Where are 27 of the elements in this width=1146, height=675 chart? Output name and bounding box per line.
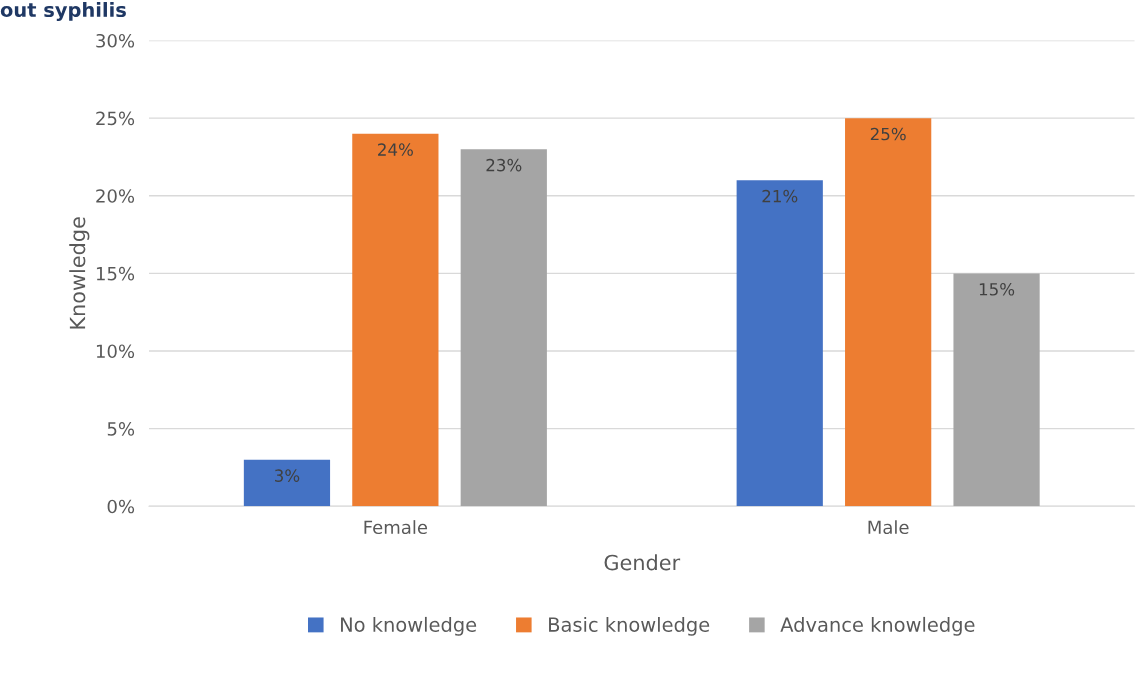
data-label: 21% [762,189,798,203]
y-tick-label: 5% [107,422,135,436]
x-axis-title: Gender [604,554,681,571]
y-tick-label: 30% [96,33,135,48]
chart-title: out syphilis [0,2,126,21]
x-tick-label: Female [364,520,428,535]
bar [736,180,823,507]
x-tick-label: Male [868,520,909,535]
data-label: 3% [275,469,300,482]
y-tick-label: 20% [96,189,135,203]
bar [352,133,439,507]
legend-label: Basic knowledge [549,616,710,636]
bar [460,149,547,507]
data-label: 23% [486,158,522,172]
y-tick-label: 15% [96,266,135,281]
data-label: 24% [378,143,413,156]
legend-label: Advance knowledge [780,616,975,636]
y-tick-label: 25% [96,111,135,126]
bar [953,273,1040,507]
data-label: 25% [870,127,906,141]
bar [243,459,331,507]
y-tick-label: 0% [107,499,135,514]
legend-label: No knowledge [341,616,477,636]
bar [845,118,932,507]
y-axis-title: Knowledge [69,217,90,329]
y-tick-label: 10% [96,344,135,359]
data-label: 15% [979,282,1015,296]
